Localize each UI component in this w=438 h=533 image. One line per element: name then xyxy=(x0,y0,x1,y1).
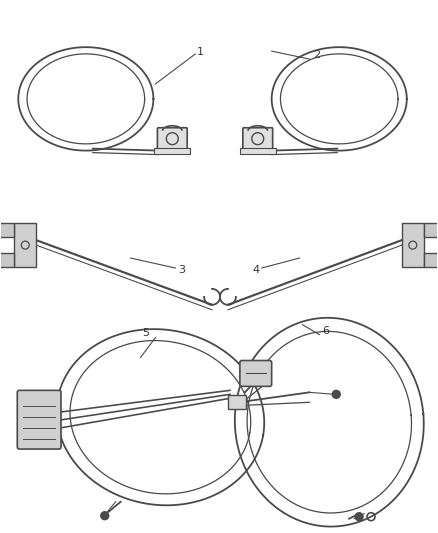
Bar xyxy=(240,148,276,154)
Text: 4: 4 xyxy=(253,265,260,275)
Text: 1: 1 xyxy=(197,47,204,57)
Bar xyxy=(155,148,190,154)
Bar xyxy=(228,395,246,409)
Bar xyxy=(0,253,14,267)
Text: 5: 5 xyxy=(142,328,149,337)
Text: 3: 3 xyxy=(178,265,185,275)
FancyBboxPatch shape xyxy=(157,128,187,150)
Circle shape xyxy=(332,390,340,398)
Text: 6: 6 xyxy=(322,326,329,336)
FancyBboxPatch shape xyxy=(243,128,273,150)
Text: 2: 2 xyxy=(314,50,321,60)
Bar xyxy=(14,223,36,267)
Bar xyxy=(402,223,424,267)
Circle shape xyxy=(355,513,363,521)
Bar xyxy=(0,223,14,237)
FancyBboxPatch shape xyxy=(240,360,272,386)
Bar xyxy=(424,223,438,237)
Bar xyxy=(424,253,438,267)
Circle shape xyxy=(101,512,109,520)
FancyBboxPatch shape xyxy=(17,390,61,449)
